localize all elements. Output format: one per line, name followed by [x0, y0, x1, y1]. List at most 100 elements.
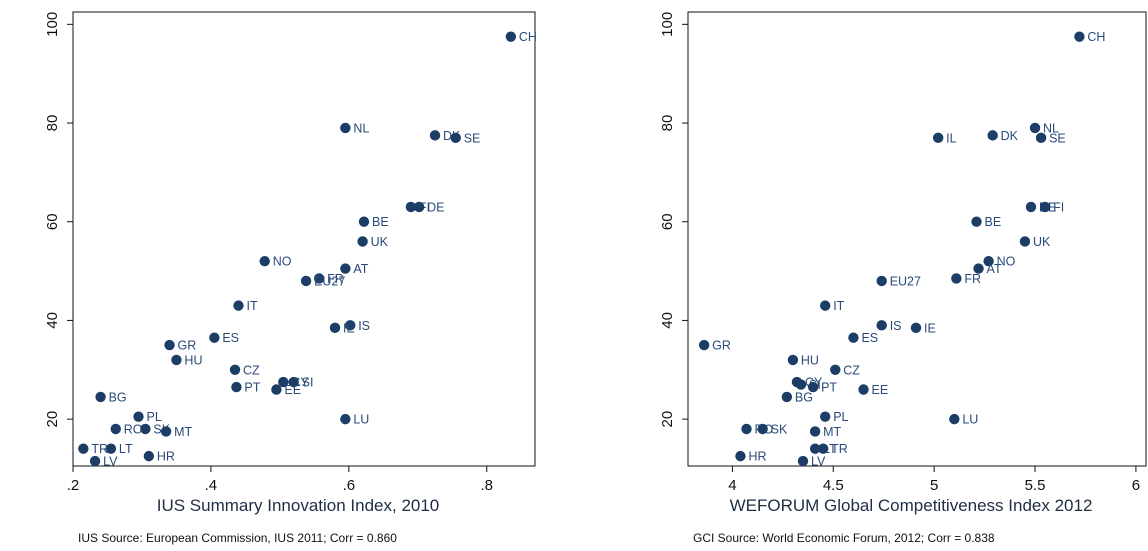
- point-label-it: IT: [246, 299, 257, 313]
- point-bg: [95, 391, 106, 403]
- point-label-hu: HU: [801, 353, 819, 367]
- y-tick-label: 20: [659, 411, 676, 428]
- y-tick-label: 40: [659, 312, 676, 329]
- point-ee: [271, 384, 282, 395]
- point-si: [795, 379, 807, 390]
- point-lt: [809, 443, 821, 454]
- scatter-chart-gci: 20 40 60 80 100 4 4.5 5 5.5 6 WEFORUM Global Compe…: [659, 11, 1147, 515]
- scatter-chart-ius: 20 40 60 80 100 .2 .4 .6 .8 IUS Summary Innovatio…: [44, 11, 537, 515]
- point-label-ie: IE: [924, 321, 936, 335]
- point-ro: [110, 423, 121, 435]
- x-tick-label: .6: [343, 477, 356, 494]
- point-label-pl: PL: [147, 410, 162, 424]
- point-eu27: [876, 275, 887, 287]
- point-tr: [817, 443, 829, 454]
- point-label-lt: LT: [119, 442, 133, 456]
- point-cz: [229, 364, 241, 375]
- point-be: [971, 216, 982, 227]
- point-label-bg: BG: [795, 390, 813, 404]
- y-tick-label: 100: [659, 12, 676, 37]
- point-il: [932, 132, 944, 144]
- x-tick-label: 4.5: [823, 477, 844, 494]
- point-label-it: IT: [833, 299, 844, 313]
- point-label-be: BE: [985, 215, 1002, 229]
- point-label-hu: HU: [184, 353, 202, 367]
- point-label-no: NO: [273, 255, 292, 269]
- point-label-is: IS: [890, 319, 902, 333]
- point-fi: [1039, 201, 1051, 213]
- plot-area: [72, 11, 536, 467]
- x-tick-label: 5.5: [1025, 477, 1046, 494]
- y-tick-label: 100: [44, 12, 61, 37]
- point-bg: [781, 391, 793, 403]
- point-se: [450, 132, 461, 144]
- point-label-mt: MT: [823, 425, 841, 439]
- point-gr: [698, 339, 710, 351]
- y-tick-label: 20: [44, 411, 61, 428]
- point-label-ie: IE: [343, 321, 355, 335]
- y-tick-label: 80: [659, 115, 676, 132]
- point-fi: [405, 201, 417, 213]
- point-label-eu27: EU27: [314, 274, 345, 288]
- point-lu: [949, 413, 960, 425]
- point-it: [819, 300, 831, 311]
- point-label-si: SI: [302, 376, 314, 390]
- y-tick-label: 60: [659, 213, 676, 230]
- point-label-il: IL: [946, 131, 956, 145]
- point-ee: [858, 384, 869, 395]
- point-pl: [133, 411, 144, 422]
- point-de: [1025, 201, 1037, 213]
- point-label-ro: RO: [124, 422, 143, 436]
- y-tick-label: 40: [44, 312, 61, 329]
- point-label-dk: DK: [1001, 129, 1019, 143]
- point-ie: [910, 322, 922, 334]
- source-note-gci: GCI Source: World Economic Forum, 2012; …: [693, 531, 995, 545]
- point-label-uk: UK: [1033, 235, 1051, 249]
- point-uk: [357, 236, 368, 247]
- point-label-gr: GR: [178, 339, 197, 353]
- point-lu: [340, 413, 351, 425]
- point-label-lv: LV: [811, 455, 826, 469]
- point-label-bg: BG: [109, 390, 127, 404]
- point-it: [233, 300, 244, 311]
- point-label-lv: LV: [103, 455, 118, 469]
- point-se: [1035, 132, 1047, 144]
- point-fr: [951, 273, 962, 284]
- point-label-es: ES: [861, 331, 878, 345]
- point-label-cz: CZ: [843, 363, 860, 377]
- point-label-be: BE: [372, 215, 389, 229]
- point-label-pt: PT: [821, 381, 837, 395]
- point-label-cz: CZ: [243, 363, 260, 377]
- point-dk: [429, 130, 441, 141]
- point-lt: [105, 443, 117, 454]
- point-cz: [830, 364, 841, 375]
- point-label-lu: LU: [353, 413, 369, 427]
- x-tick-label: .2: [67, 477, 80, 494]
- y-tick-label: 80: [44, 115, 61, 132]
- point-label-nl: NL: [353, 121, 369, 135]
- point-hu: [171, 354, 182, 366]
- point-no: [259, 256, 270, 267]
- point-ch: [505, 31, 517, 42]
- point-label-is: IS: [358, 319, 370, 333]
- point-pt: [807, 381, 819, 393]
- point-label-lu: LU: [962, 413, 978, 427]
- point-label-fr: FR: [327, 272, 344, 286]
- point-label-tr: TR: [831, 442, 848, 456]
- x-tick-label: 4: [728, 477, 736, 494]
- point-label-de: DE: [427, 200, 444, 214]
- point-no: [983, 256, 994, 267]
- point-label-ch: CH: [519, 30, 537, 44]
- point-label-nl: NL: [1043, 121, 1059, 135]
- point-nl: [1029, 122, 1041, 134]
- point-label-se: SE: [464, 131, 481, 145]
- point-label-no: NO: [997, 255, 1016, 269]
- point-ch: [1074, 31, 1085, 42]
- point-label-hr: HR: [748, 450, 766, 464]
- x-tick-label: 5: [930, 477, 938, 494]
- point-tr: [78, 443, 89, 454]
- point-sk: [140, 423, 151, 435]
- point-lv: [89, 455, 101, 467]
- point-hr: [735, 450, 746, 462]
